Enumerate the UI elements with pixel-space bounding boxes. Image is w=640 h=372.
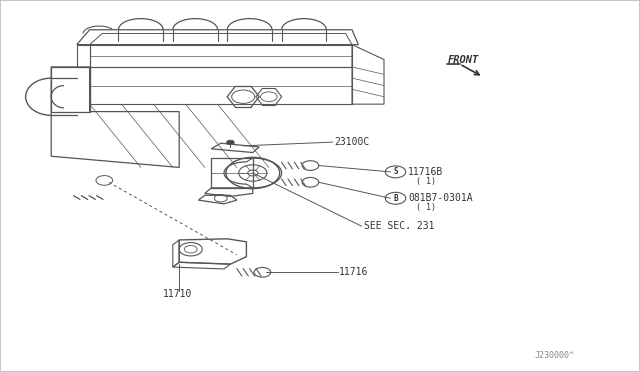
Text: ( 1): ( 1) (416, 203, 436, 212)
Text: SEE SEC. 231: SEE SEC. 231 (364, 221, 434, 231)
Text: S: S (393, 167, 398, 176)
Text: 11710: 11710 (163, 289, 193, 299)
Text: 11716: 11716 (339, 267, 369, 277)
Text: FRONT: FRONT (448, 55, 479, 64)
Text: J230000^: J230000^ (534, 351, 575, 360)
Text: ( 1): ( 1) (416, 177, 436, 186)
Text: B: B (393, 194, 398, 203)
Text: 081B7-0301A: 081B7-0301A (408, 193, 473, 203)
Circle shape (227, 140, 234, 145)
Text: 11716B: 11716B (408, 167, 444, 177)
Text: 23100C: 23100C (334, 137, 369, 147)
